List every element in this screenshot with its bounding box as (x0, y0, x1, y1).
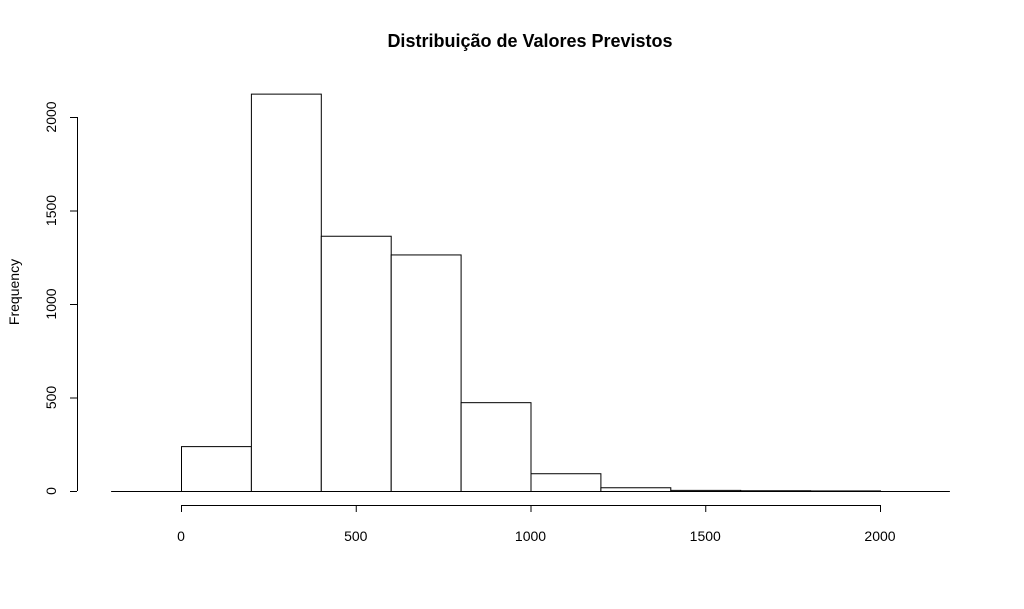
histogram-bar (530, 473, 602, 492)
x-tick-label: 1500 (690, 528, 721, 544)
y-tick-label: 1500 (43, 195, 59, 226)
x-tick-label: 1000 (515, 528, 546, 544)
histogram-bar (390, 254, 462, 492)
x-axis: 0 500 1000 1500 2000 (177, 505, 896, 544)
y-axis-label: Frequency (6, 259, 22, 325)
y-tick-label: 2000 (43, 101, 59, 132)
histogram-bar (460, 402, 532, 492)
y-tick-label: 0 (43, 487, 59, 495)
histogram-bars (181, 93, 881, 493)
chart-title: Distribuição de Valores Previstos (387, 31, 672, 51)
histogram-bar (600, 487, 672, 493)
x-tick-label: 500 (344, 528, 368, 544)
histogram-bar (250, 93, 322, 492)
histogram-bar (320, 235, 392, 492)
x-tick-label: 0 (177, 528, 185, 544)
y-axis: 0 500 1000 1500 2000 (43, 101, 78, 495)
y-tick-label: 1000 (43, 288, 59, 319)
x-tick-label: 2000 (864, 528, 895, 544)
histogram-bar (181, 446, 252, 492)
y-tick-label: 500 (43, 386, 59, 410)
